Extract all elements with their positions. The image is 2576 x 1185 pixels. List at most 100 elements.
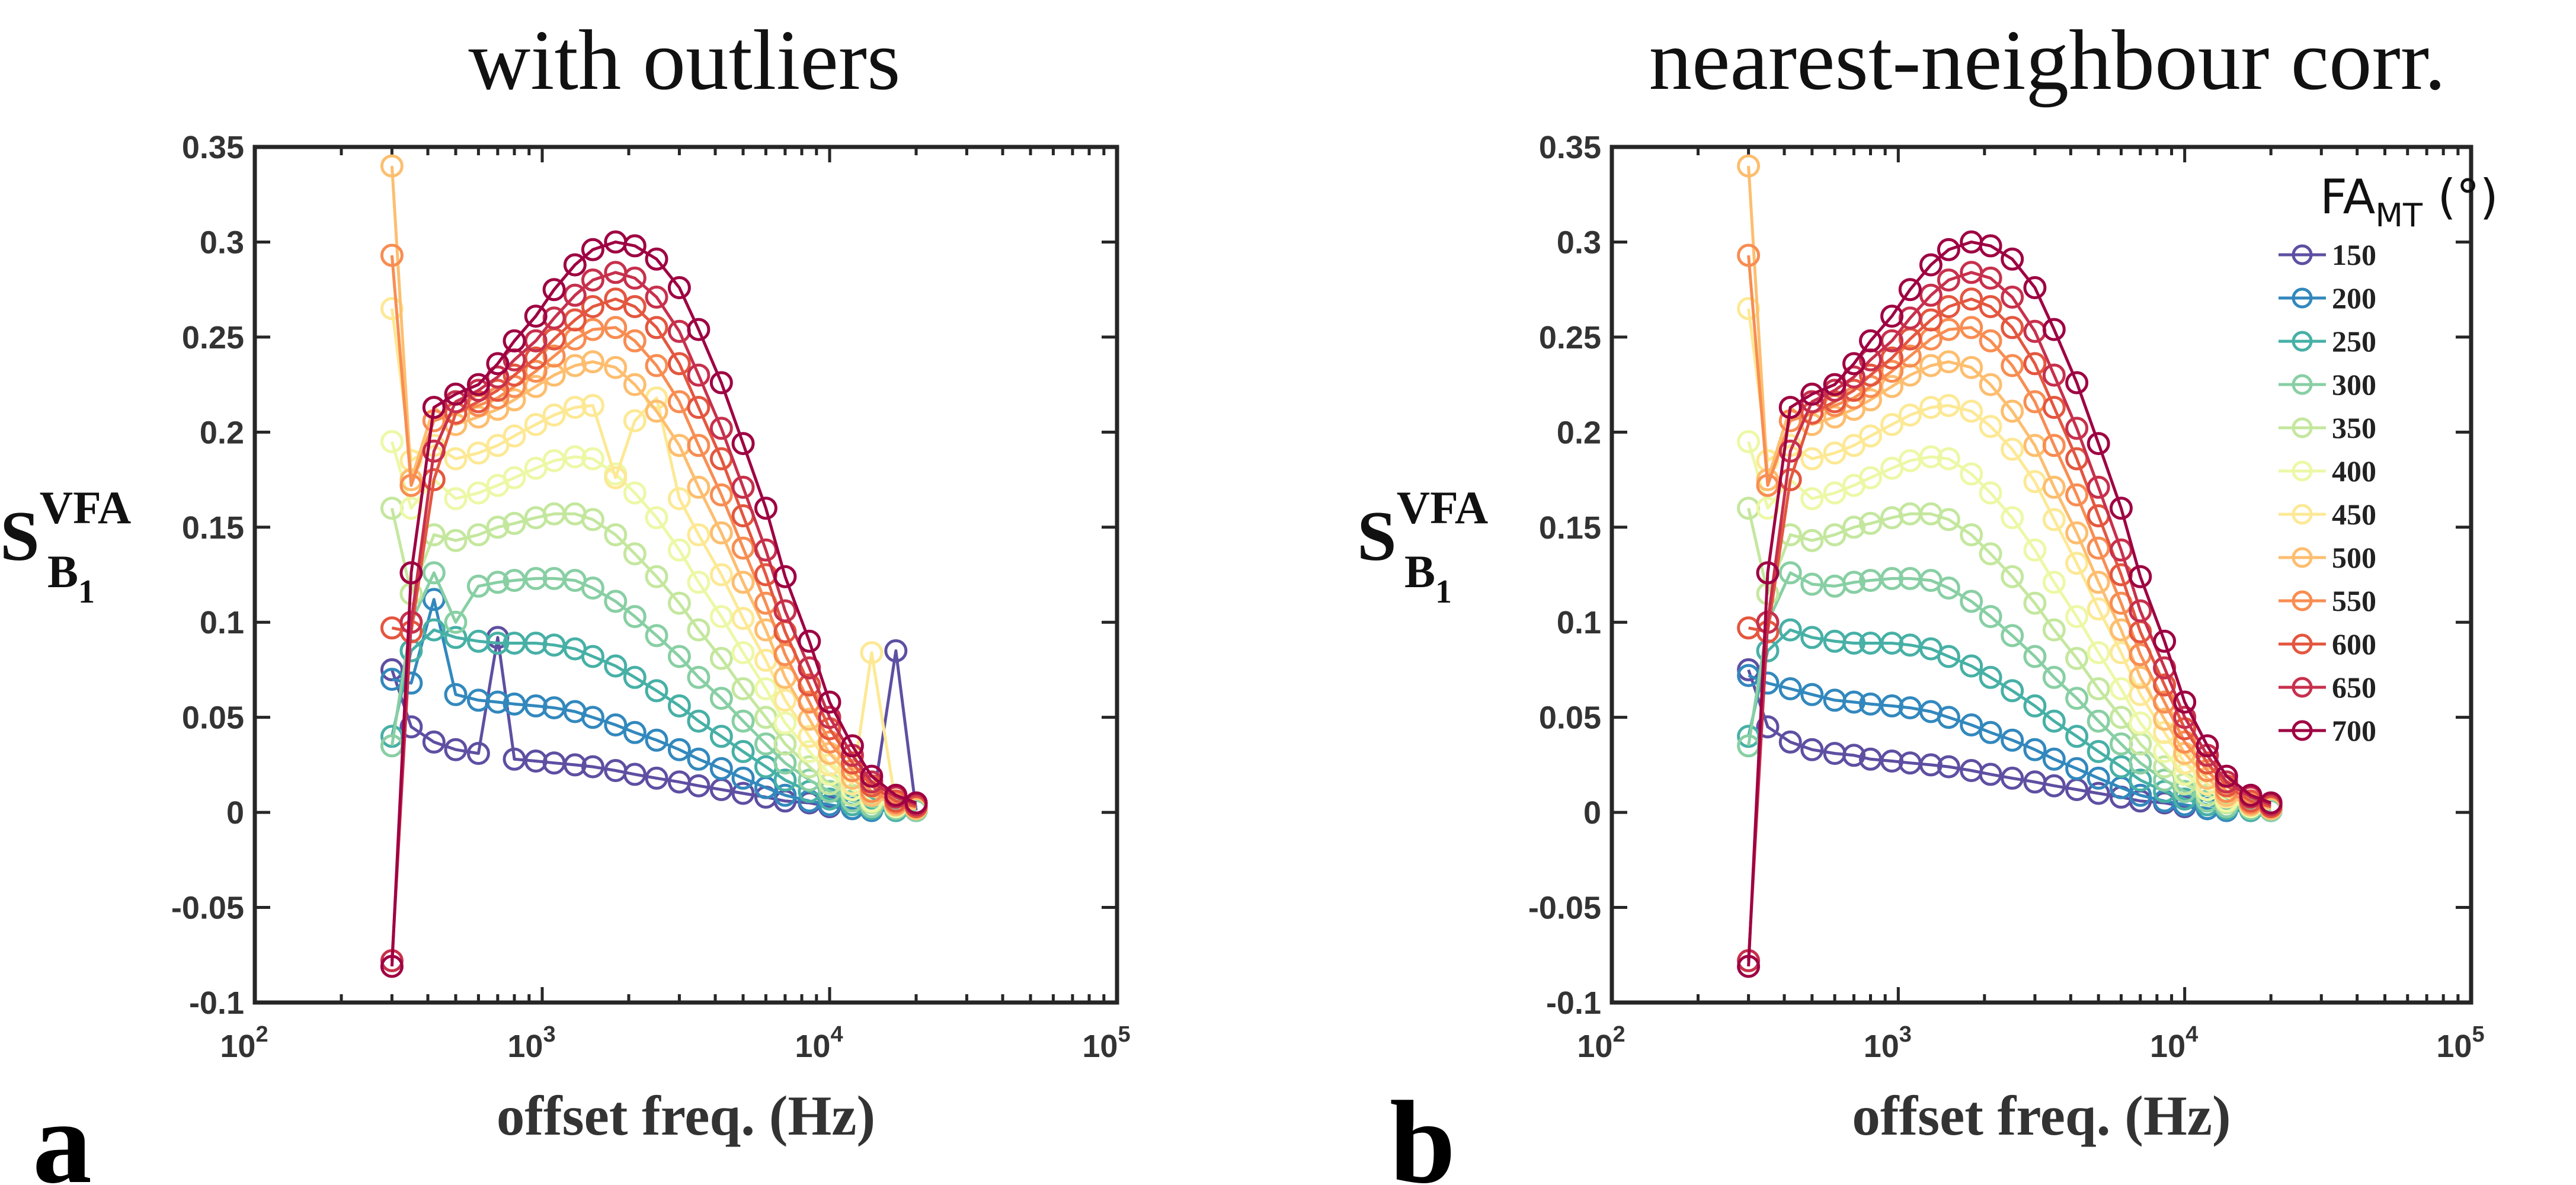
data-point <box>1960 590 1983 613</box>
data-point <box>399 610 423 634</box>
data-point <box>604 466 628 489</box>
y-tick-label: -0.05 <box>171 891 244 926</box>
data-point <box>1960 462 1983 486</box>
series-500 <box>1737 154 2283 821</box>
data-point <box>524 750 548 773</box>
data-point <box>1960 287 1983 311</box>
data-point <box>380 430 404 453</box>
data-point <box>2042 508 2066 531</box>
data-point <box>1880 566 1904 590</box>
legend-marker <box>2292 244 2313 265</box>
series-line-550 <box>390 255 917 808</box>
panel-letter: b <box>1390 1077 1455 1185</box>
data-point <box>1937 318 1960 341</box>
data-point <box>709 417 733 440</box>
data-point <box>2087 641 2110 665</box>
data-point <box>1919 445 1943 469</box>
y-axis-label: SVFA B1 <box>0 482 131 610</box>
legend-entry-500: 500 <box>2279 541 2376 574</box>
data-point <box>818 787 841 811</box>
y-label-superscript: VFA <box>40 482 132 533</box>
data-point <box>1880 694 1904 718</box>
data-point <box>818 780 841 803</box>
legend-title-unit: (°) <box>2423 169 2498 225</box>
data-point <box>581 318 604 341</box>
panel-b: nearest-neighbour corr.102 103 104 105-0.1-… <box>1357 13 2498 1185</box>
data-point <box>2087 432 2110 456</box>
data-point <box>2001 624 2024 648</box>
data-point <box>542 344 566 368</box>
data-point <box>645 766 668 790</box>
data-point <box>1937 508 1960 531</box>
y-label-subscript: B <box>47 546 78 597</box>
data-point <box>754 497 777 520</box>
data-point <box>1880 632 1904 655</box>
y-axis-label: SVFA B1 <box>1357 482 1488 610</box>
data-point <box>1800 683 1824 706</box>
data-point <box>773 599 797 623</box>
plot-area <box>1737 154 2283 978</box>
y-tick-label: 0.2 <box>200 415 244 450</box>
data-point <box>444 529 468 552</box>
data-point <box>604 590 628 613</box>
data-point <box>2065 521 2089 545</box>
plot-area <box>380 154 928 978</box>
data-point <box>645 565 668 588</box>
data-point <box>2001 247 2024 271</box>
data-point <box>503 511 526 535</box>
data-point <box>2215 764 2238 788</box>
data-point <box>2001 565 2024 588</box>
data-point <box>2173 690 2197 714</box>
data-point <box>524 360 548 383</box>
data-point <box>2042 434 2066 457</box>
series-700 <box>1737 230 2283 978</box>
data-point <box>444 487 468 511</box>
y-tick-label: 0.3 <box>1557 225 1601 260</box>
data-point <box>623 665 647 689</box>
data-point <box>2087 677 2110 700</box>
data-point <box>486 571 510 594</box>
data-point <box>1756 473 1780 497</box>
data-point <box>1800 626 1824 649</box>
series-line-400 <box>1747 441 2271 811</box>
data-point <box>1778 561 1802 585</box>
data-point <box>2065 417 2089 440</box>
data-point <box>1778 730 1802 754</box>
data-point <box>399 473 423 497</box>
series-line-300 <box>1747 571 2271 812</box>
x-tick-label: 103 <box>507 1022 555 1064</box>
data-point <box>604 287 628 311</box>
legend-marker <box>2292 460 2313 482</box>
legend-label: 200 <box>2332 281 2376 315</box>
x-tick-exponent: 3 <box>1899 1022 1912 1047</box>
x-tick-base: 10 <box>507 1029 543 1064</box>
data-point <box>1842 571 1865 594</box>
legend-label: 500 <box>2332 541 2376 574</box>
data-point <box>2129 565 2152 588</box>
data-point <box>731 475 755 499</box>
data-point <box>2087 782 2110 805</box>
data-point <box>1937 295 1960 318</box>
data-point <box>422 439 446 463</box>
data-point <box>1756 610 1780 634</box>
x-tick-label: 104 <box>2150 1022 2198 1064</box>
data-point <box>542 306 566 330</box>
data-point <box>709 483 733 507</box>
data-point <box>1737 154 1761 178</box>
x-tick-base: 10 <box>2150 1029 2185 1064</box>
data-point <box>2087 571 2110 594</box>
data-point <box>2065 605 2089 629</box>
series-line-250 <box>1747 628 2271 812</box>
x-tick-exponent: 5 <box>2472 1022 2484 1047</box>
data-point <box>1778 618 1802 642</box>
data-point <box>1800 447 1824 470</box>
data-point <box>731 677 755 700</box>
x-tick-exponent: 2 <box>255 1022 268 1047</box>
data-point <box>2087 709 2110 733</box>
data-point <box>709 563 733 587</box>
data-point <box>1919 753 1943 777</box>
data-point <box>2023 591 2047 615</box>
data-point <box>2001 286 2024 309</box>
panel-letter: a <box>33 1077 92 1185</box>
